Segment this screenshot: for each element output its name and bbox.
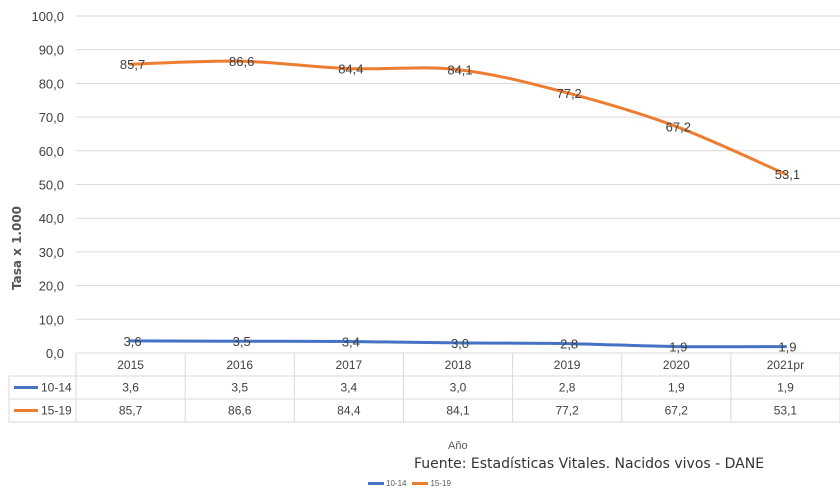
y-tick-label: 60,0 <box>39 144 64 159</box>
data-label: 77,2 <box>556 86 581 101</box>
data-label: 85,7 <box>120 57 145 72</box>
x-tick-label: 2015 <box>117 358 144 372</box>
y-tick-label: 30,0 <box>39 245 64 260</box>
data-label: 53,1 <box>775 167 800 182</box>
x-tick-label: 2021pr <box>767 358 804 372</box>
data-label: 1,9 <box>669 340 687 355</box>
x-axis-label: Año <box>448 440 468 452</box>
data-label: 3,0 <box>451 336 469 351</box>
data-label: 2,8 <box>560 337 578 352</box>
data-label: 3,5 <box>233 334 251 349</box>
y-tick-label: 100,0 <box>31 9 64 24</box>
data-label: 1,9 <box>778 340 796 355</box>
y-tick-label: 20,0 <box>39 279 64 294</box>
data-label: 3,6 <box>124 334 142 349</box>
data-label: 84,4 <box>338 62 363 77</box>
y-tick-label: 50,0 <box>39 178 64 193</box>
table-series-name: 10-14 <box>41 381 72 395</box>
y-axis-label: Tasa x 1.000 <box>10 206 24 290</box>
table-cell: 67,2 <box>665 404 689 418</box>
table-cell: 77,2 <box>555 404 579 418</box>
x-tick-label: 2016 <box>226 358 253 372</box>
x-tick-label: 2020 <box>663 358 690 372</box>
table-cell: 1,9 <box>777 381 794 395</box>
data-label: 86,6 <box>229 54 254 69</box>
x-tick-label: 2019 <box>554 358 581 372</box>
legend-swatch <box>412 482 429 485</box>
series-line-10-14 <box>129 339 787 349</box>
x-tick-label: 2018 <box>445 358 472 372</box>
table-cell: 3,4 <box>341 381 358 395</box>
y-tick-label: 40,0 <box>39 211 64 226</box>
data-label: 84,1 <box>447 63 472 78</box>
table-cell: 1,9 <box>668 381 685 395</box>
y-axis-ticks: 0,0 10,0 20,0 30,0 40,0 50,0 60,0 70,0 80,0 90,0 1… <box>31 9 64 361</box>
table-cell: 53,1 <box>774 404 798 418</box>
legend-item-15-19: 15-19 <box>412 479 451 488</box>
data-label: 3,4 <box>342 335 360 350</box>
data-labels: 3,6 3,5 3,4 3,0 2,8 1,9 1,9 85,7 86,6 84,4 84,1 77,… <box>120 54 800 354</box>
legend-label: 10-14 <box>386 479 407 488</box>
table-cell: 3,0 <box>450 381 467 395</box>
y-tick-label: 90,0 <box>39 43 64 58</box>
legend: 10-14 15-19 <box>368 479 453 488</box>
table-cell: 84,4 <box>337 404 361 418</box>
source-note: Fuente: Estadísticas Vitales. Nacidos vi… <box>414 456 765 472</box>
table-cell: 3,6 <box>122 381 139 395</box>
data-label: 67,2 <box>666 120 691 135</box>
table-cell: 84,1 <box>446 404 470 418</box>
table-series-name: 15-19 <box>41 404 72 418</box>
y-tick-label: 80,0 <box>39 76 64 91</box>
y-tick-label: 10,0 <box>39 312 64 327</box>
series-lines <box>129 59 787 349</box>
legend-item-10-14: 10-14 <box>368 479 406 488</box>
data-table: 2015 2016 2017 2018 2019 2020 2021pr 10-14 3,6 3,… <box>8 352 840 423</box>
table-cell: 86,6 <box>228 404 252 418</box>
legend-label: 15-19 <box>430 479 451 488</box>
y-tick-label: 70,0 <box>39 110 64 125</box>
gridlines <box>76 15 840 354</box>
table-cell: 3,5 <box>231 381 248 395</box>
legend-swatch <box>368 482 384 485</box>
x-tick-label: 2017 <box>336 358 363 372</box>
table-cell: 2,8 <box>559 381 576 395</box>
series-line-15-19 <box>129 59 787 176</box>
y-tick-label: 0,0 <box>46 346 64 361</box>
table-cell: 85,7 <box>119 404 143 418</box>
